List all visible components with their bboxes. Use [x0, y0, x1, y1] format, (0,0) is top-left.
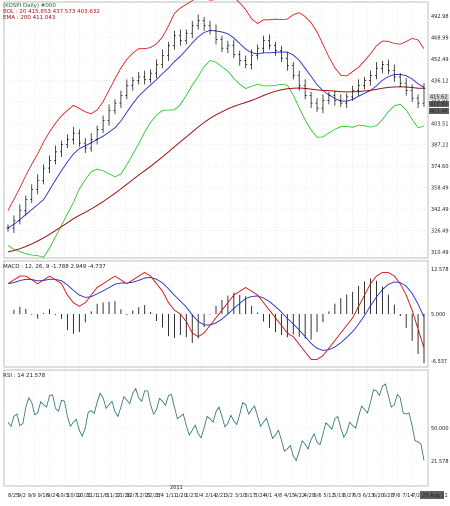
x-tick-label: 4/8 [274, 493, 282, 499]
x-tick-label: 11/8 [97, 493, 108, 499]
x-tick-label: 3/24 [254, 493, 265, 499]
price-tick-label: 342.49 [431, 207, 449, 213]
x-tick-label: 7/14 [402, 493, 413, 499]
current-price-box [429, 108, 449, 114]
x-tick-label: 3/2 [225, 493, 233, 499]
legend-ema: EMA : 200 411.043 [3, 15, 56, 21]
x-tick-label: 4/29 [304, 493, 315, 499]
x-tick-label: 3/17 [245, 493, 256, 499]
x-tick-label: 6/28 [383, 493, 394, 499]
x-tick-label: 10/21 [77, 493, 91, 499]
x-tick-label: 1/27 [185, 493, 196, 499]
x-tick-label: 9/24 [47, 493, 58, 499]
bol-upper-line [7, 0, 425, 211]
x-year-label: 2011 [170, 485, 183, 491]
current-price-label: 415.62 [430, 95, 448, 101]
x-tick-label: 1/20 [176, 493, 187, 499]
macd-tick-label: 12.578 [431, 267, 449, 273]
x-tick-label: 2/4 [195, 493, 203, 499]
rsi-line [7, 383, 425, 462]
x-tick-label: 5/6 [314, 493, 322, 499]
macd-tick-label: 5.000 [431, 312, 445, 318]
x-tick-label: 4/15 [284, 493, 295, 499]
x-tick-label: 10/3 [57, 493, 68, 499]
price-tick-label: 452.49 [431, 57, 449, 63]
x-tick-label: 9/2 [18, 493, 26, 499]
legend-symbol: (KOSPI Daily) #000 [3, 3, 56, 9]
x-tick-label: 5/27 [343, 493, 354, 499]
x-tick-label: 6/13 [363, 493, 374, 499]
x-tick-label: 9/16 [38, 493, 49, 499]
rsi-tick-label: 50.000 [431, 426, 449, 432]
x-tick-label: 29 Aug 11 [422, 493, 448, 499]
x-tick-label: 1/11 [166, 493, 177, 499]
x-tick-label: 12/23 [146, 493, 160, 499]
price-tick-label: 468.99 [431, 35, 449, 41]
x-tick-label: 8/25 [8, 493, 19, 499]
price-tick-label: 387.22 [431, 143, 449, 149]
price-tick-label: 492.98 [431, 14, 449, 20]
price-tick-label: 374.60 [431, 164, 449, 170]
x-tick-label: 4/22 [294, 493, 305, 499]
x-tick-label: 11/26 [116, 493, 130, 499]
legend-macd: MACD : 12, 26, 9 -1.788 2.949 -4.737 [3, 264, 106, 270]
bol-lower-line [7, 60, 425, 258]
x-tick-label: 9/9 [28, 493, 36, 499]
x-tick-label: 10/12 [67, 493, 81, 499]
bol-mid-line [7, 29, 425, 229]
legend-price: (KOSPI Daily) #000 BOL : 20 415.653 437.… [3, 3, 100, 21]
x-tick-label: 6/3 [353, 493, 361, 499]
x-tick-label: 6/20 [373, 493, 384, 499]
x-tick-label: 5/19 [333, 493, 344, 499]
current-price-box [429, 94, 449, 100]
macd-signal-line [7, 276, 425, 351]
price-tick-label: 326.49 [431, 229, 449, 235]
x-tick-label: 5/12 [323, 493, 334, 499]
x-tick-label: 4/1 [264, 493, 272, 499]
price-tick-label: 403.51 [431, 121, 449, 127]
x-tick-label: 1/4 [156, 493, 164, 499]
macd-tick-label: -6.537 [431, 359, 447, 365]
x-tick-label: 2/14 [205, 493, 216, 499]
x-tick-label: 3/10 [235, 493, 246, 499]
price-tick-label: 310.49 [431, 250, 449, 256]
x-tick-label: 11/1 [87, 493, 98, 499]
macd-line [7, 271, 425, 360]
current-price-box [429, 101, 449, 107]
current-price-label: 403.48 [430, 109, 448, 115]
x-tick-label: 12/15 [136, 493, 150, 499]
rsi-tick-label: 21.578 [431, 459, 449, 465]
x-tick-label: 11/17 [107, 493, 121, 499]
x-tick-label: 7/6 [392, 493, 400, 499]
x-tick-label: 12/7 [126, 493, 137, 499]
current-price-label: 410.80 [430, 102, 448, 108]
price-tick-label: 358.49 [431, 186, 449, 192]
x-tick-label: 2/21 [215, 493, 226, 499]
legend-bol: BOL : 20 415.653 437.573 403.632 [3, 9, 100, 15]
price-tick-label: 436.12 [431, 78, 449, 84]
ema200-line [7, 86, 424, 253]
last-date-box [420, 491, 444, 499]
legend-rsi: RSI : 14 21.578 [3, 373, 46, 379]
x-tick-label: 7/22 [412, 493, 423, 499]
